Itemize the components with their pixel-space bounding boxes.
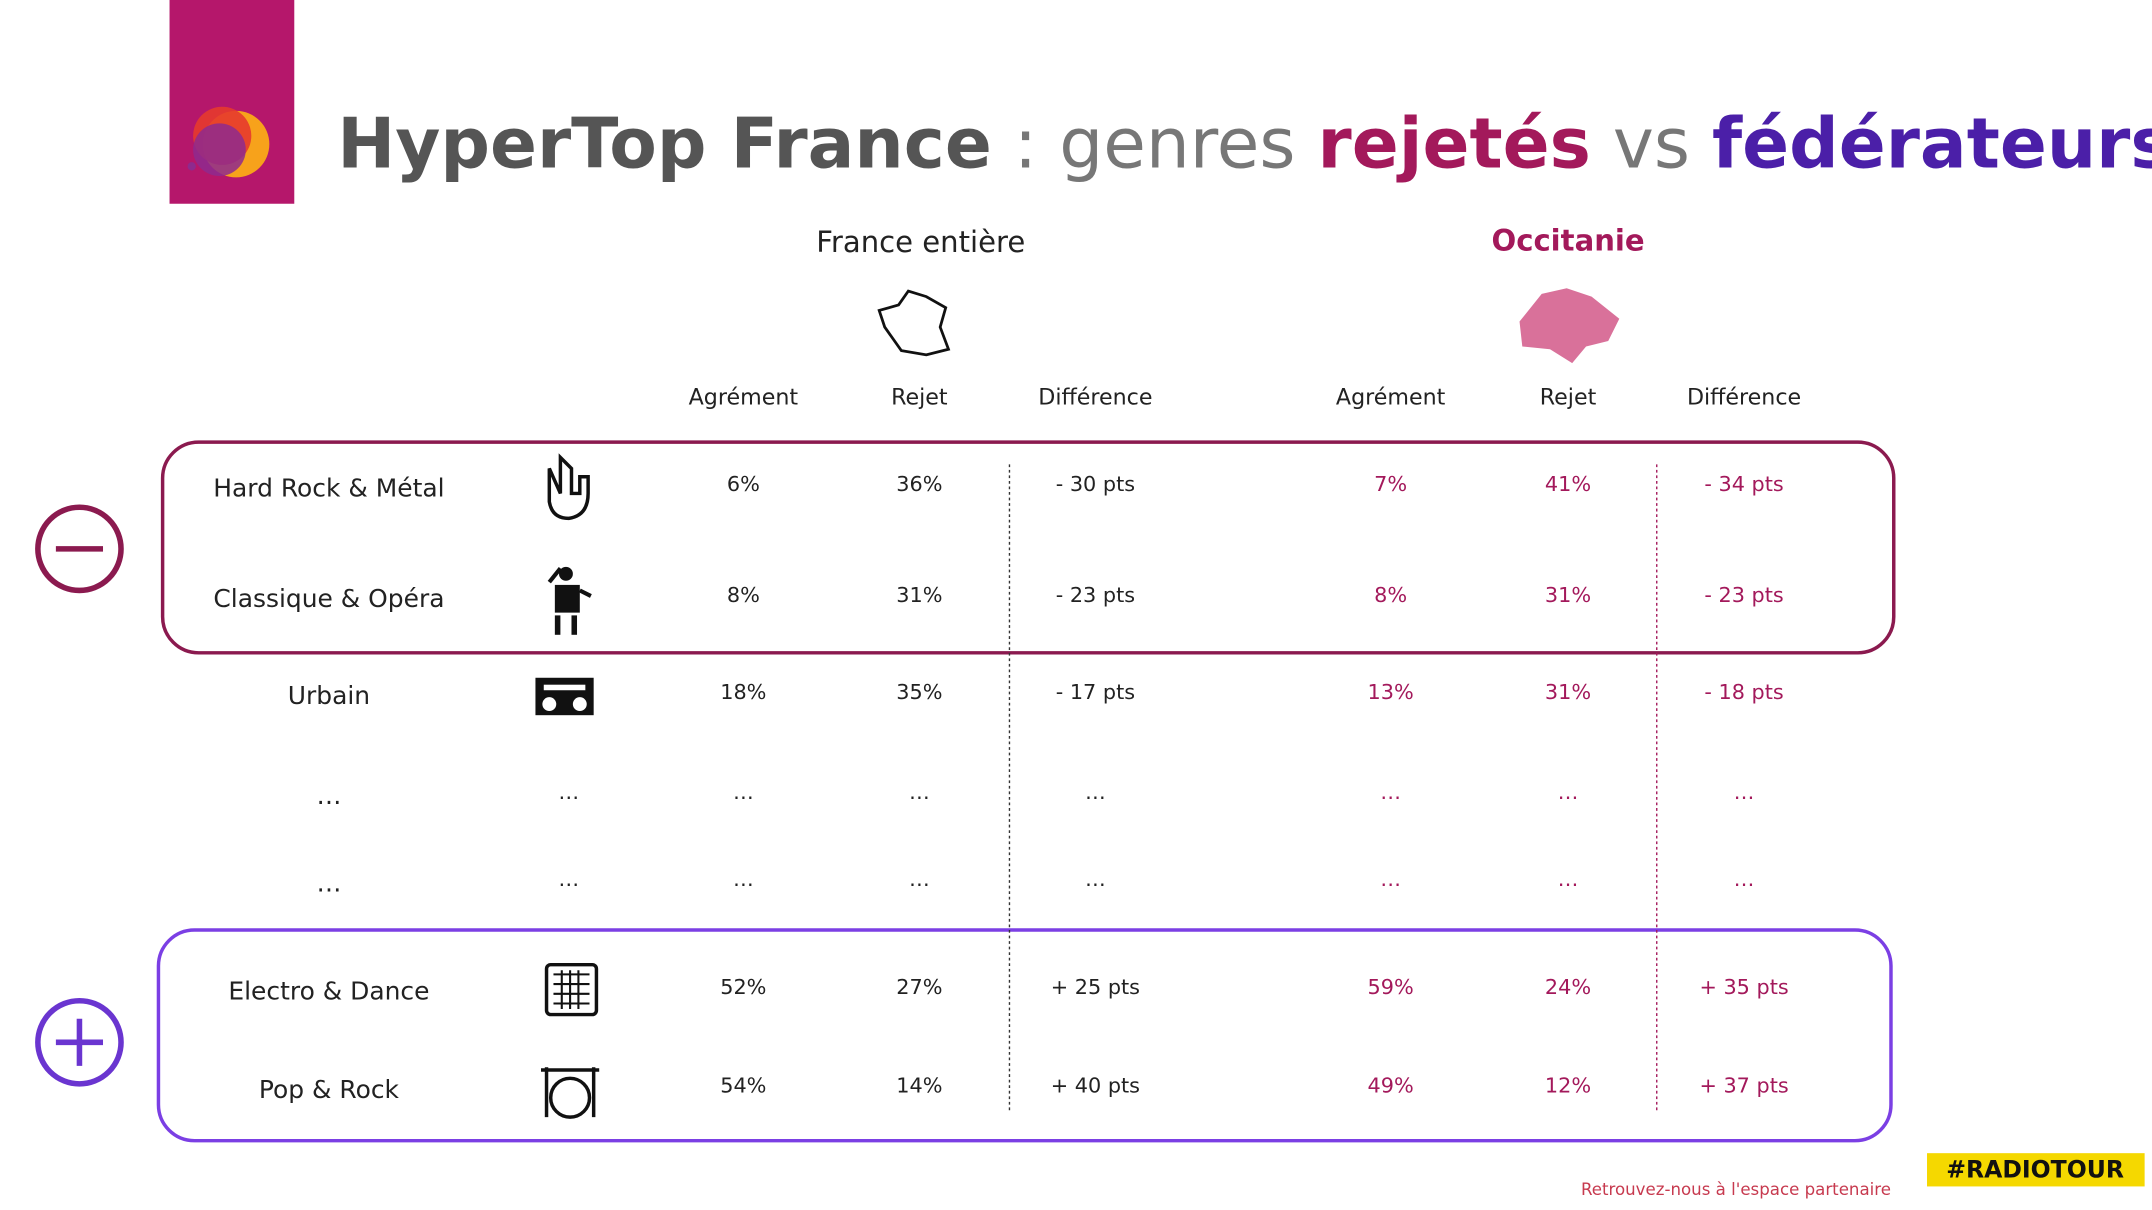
- cell: 14%: [896, 1074, 942, 1098]
- title: HyperTop France : genres rejetés vs fédé…: [337, 104, 2152, 184]
- logo: [169, 0, 295, 204]
- genre-label: Urbain: [288, 681, 370, 710]
- cell: 6%: [727, 472, 760, 496]
- cell: - 34 pts: [1704, 472, 1783, 496]
- cell: - 30 pts: [1056, 472, 1135, 496]
- cell: …: [1558, 867, 1579, 891]
- title-part: fédérateurs: [1712, 104, 2152, 184]
- cell: 31%: [1545, 583, 1591, 607]
- genre-icon: [535, 677, 594, 716]
- cell: …: [733, 867, 754, 891]
- cell: …: [1380, 780, 1401, 804]
- genre-label: …: [316, 868, 341, 897]
- cell: 8%: [1374, 583, 1407, 607]
- cell: - 23 pts: [1056, 583, 1135, 607]
- column-header: Différence: [1687, 384, 1801, 410]
- cell: …: [1085, 780, 1106, 804]
- cell: 41%: [1545, 472, 1591, 496]
- occitanie-map: [1519, 288, 1620, 364]
- rejected-box: [160, 440, 1896, 655]
- genre-label: Classique & Opéra: [213, 584, 444, 613]
- column-header: Agrément: [689, 384, 799, 410]
- cell: …: [733, 780, 754, 804]
- cell: …: [1734, 780, 1755, 804]
- cell: 35%: [896, 680, 942, 704]
- column-header: Agrément: [1336, 384, 1446, 410]
- badge-text: #RADIOTOUR: [1946, 1156, 2124, 1184]
- cell: 59%: [1368, 975, 1414, 999]
- genre-icon: [544, 962, 599, 1017]
- footer-note: Retrouvez-nous à l'espace partenaire: [1581, 1180, 1891, 1199]
- cell: 31%: [1545, 680, 1591, 704]
- cell: …: [558, 780, 579, 804]
- cell: 31%: [896, 583, 942, 607]
- title-part: : genres: [992, 104, 1318, 184]
- genre-label: …: [316, 781, 341, 810]
- cell: 13%: [1368, 680, 1414, 704]
- cell: …: [558, 867, 579, 891]
- genre-label: Electro & Dance: [228, 976, 429, 1005]
- cell: 24%: [1545, 975, 1591, 999]
- title-part: HyperTop France: [337, 104, 992, 184]
- badge: [1927, 1153, 2145, 1187]
- cell: 49%: [1368, 1074, 1414, 1098]
- cell: 18%: [720, 680, 766, 704]
- cell: 8%: [727, 583, 760, 607]
- cell: + 37 pts: [1699, 1074, 1788, 1098]
- cell: - 17 pts: [1056, 680, 1135, 704]
- genre-icon: [540, 1067, 600, 1119]
- cell: + 25 pts: [1051, 975, 1140, 999]
- cell: - 18 pts: [1704, 680, 1783, 704]
- column-header: Rejet: [1540, 384, 1597, 410]
- title-part: rejetés: [1318, 104, 1591, 184]
- cell: …: [1380, 867, 1401, 891]
- france-map: [877, 289, 951, 357]
- column-header: Différence: [1038, 384, 1152, 410]
- region-label: France entière: [816, 225, 1025, 259]
- plus-icon: [35, 997, 124, 1087]
- genre-label: Pop & Rock: [259, 1075, 400, 1104]
- cell: …: [909, 867, 930, 891]
- cell: 27%: [896, 975, 942, 999]
- cell: 52%: [720, 975, 766, 999]
- cell: 12%: [1545, 1074, 1591, 1098]
- genre-label: Hard Rock & Métal: [213, 473, 444, 502]
- federating-box: [156, 928, 1893, 1143]
- column-header: Rejet: [891, 384, 948, 410]
- cell: 7%: [1374, 472, 1407, 496]
- cell: …: [1558, 780, 1579, 804]
- genre-icon: [547, 453, 590, 521]
- cell: …: [1734, 867, 1755, 891]
- cell: + 35 pts: [1699, 975, 1788, 999]
- cell: - 23 pts: [1704, 583, 1783, 607]
- title-part: vs: [1591, 104, 1712, 184]
- cell: 54%: [720, 1074, 766, 1098]
- cell: …: [1085, 867, 1106, 891]
- minus-icon: [35, 504, 124, 594]
- region-label: Occitanie: [1491, 224, 1644, 258]
- cell: 36%: [896, 472, 942, 496]
- cell: …: [909, 780, 930, 804]
- cell: + 40 pts: [1051, 1074, 1140, 1098]
- genre-icon: [547, 566, 592, 635]
